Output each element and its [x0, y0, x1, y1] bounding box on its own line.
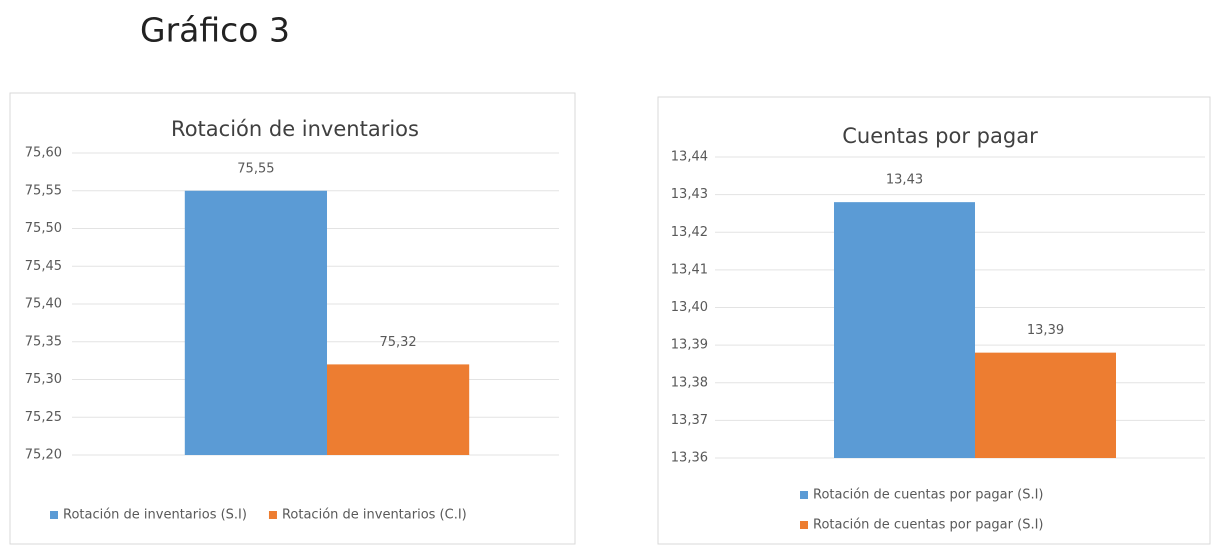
value-label: 13,43 — [886, 173, 923, 188]
bar — [327, 364, 470, 455]
y-tick-label: 75,40 — [25, 297, 62, 312]
chart-title: Rotación de inventarios — [171, 117, 419, 141]
y-tick-label: 13,39 — [671, 338, 708, 353]
y-tick-label: 13,40 — [671, 300, 708, 315]
value-label: 13,39 — [1027, 323, 1064, 338]
y-tick-label: 75,45 — [25, 259, 62, 274]
y-tick-label: 13,43 — [671, 187, 708, 202]
y-tick-label: 13,36 — [671, 451, 708, 466]
bar — [834, 202, 975, 458]
value-label: 75,55 — [237, 161, 274, 176]
y-tick-label: 13,37 — [671, 413, 708, 428]
y-tick-label: 13,44 — [671, 150, 708, 165]
y-tick-label: 75,30 — [25, 372, 62, 387]
y-tick-label: 75,50 — [25, 221, 62, 236]
y-tick-label: 75,60 — [25, 146, 62, 161]
legend-label: Rotación de cuentas por pagar (S.I) — [813, 488, 1043, 503]
legend-swatch — [800, 491, 808, 499]
y-tick-label: 75,20 — [25, 448, 62, 463]
legend-swatch — [268, 511, 277, 519]
legend-swatch — [50, 511, 58, 519]
y-tick-label: 13,41 — [671, 262, 708, 277]
chart-title: Cuentas por pagar — [842, 124, 1038, 148]
y-tick-label: 75,35 — [25, 334, 62, 349]
bar — [184, 190, 327, 455]
legend-label: Rotación de inventarios (C.I) — [282, 508, 467, 523]
legend-label: Rotación de inventarios (S.I) — [63, 508, 247, 523]
y-tick-label: 75,25 — [25, 410, 62, 425]
y-tick-label: 13,42 — [671, 225, 708, 240]
page-title: Gráfico 3 — [140, 11, 290, 50]
y-tick-label: 13,38 — [671, 375, 708, 390]
legend-swatch — [800, 521, 808, 529]
value-label: 75,32 — [379, 335, 416, 350]
legend-label: Rotación de cuentas por pagar (S.I) — [813, 518, 1043, 533]
y-tick-label: 75,55 — [25, 183, 62, 198]
bar — [975, 352, 1116, 458]
